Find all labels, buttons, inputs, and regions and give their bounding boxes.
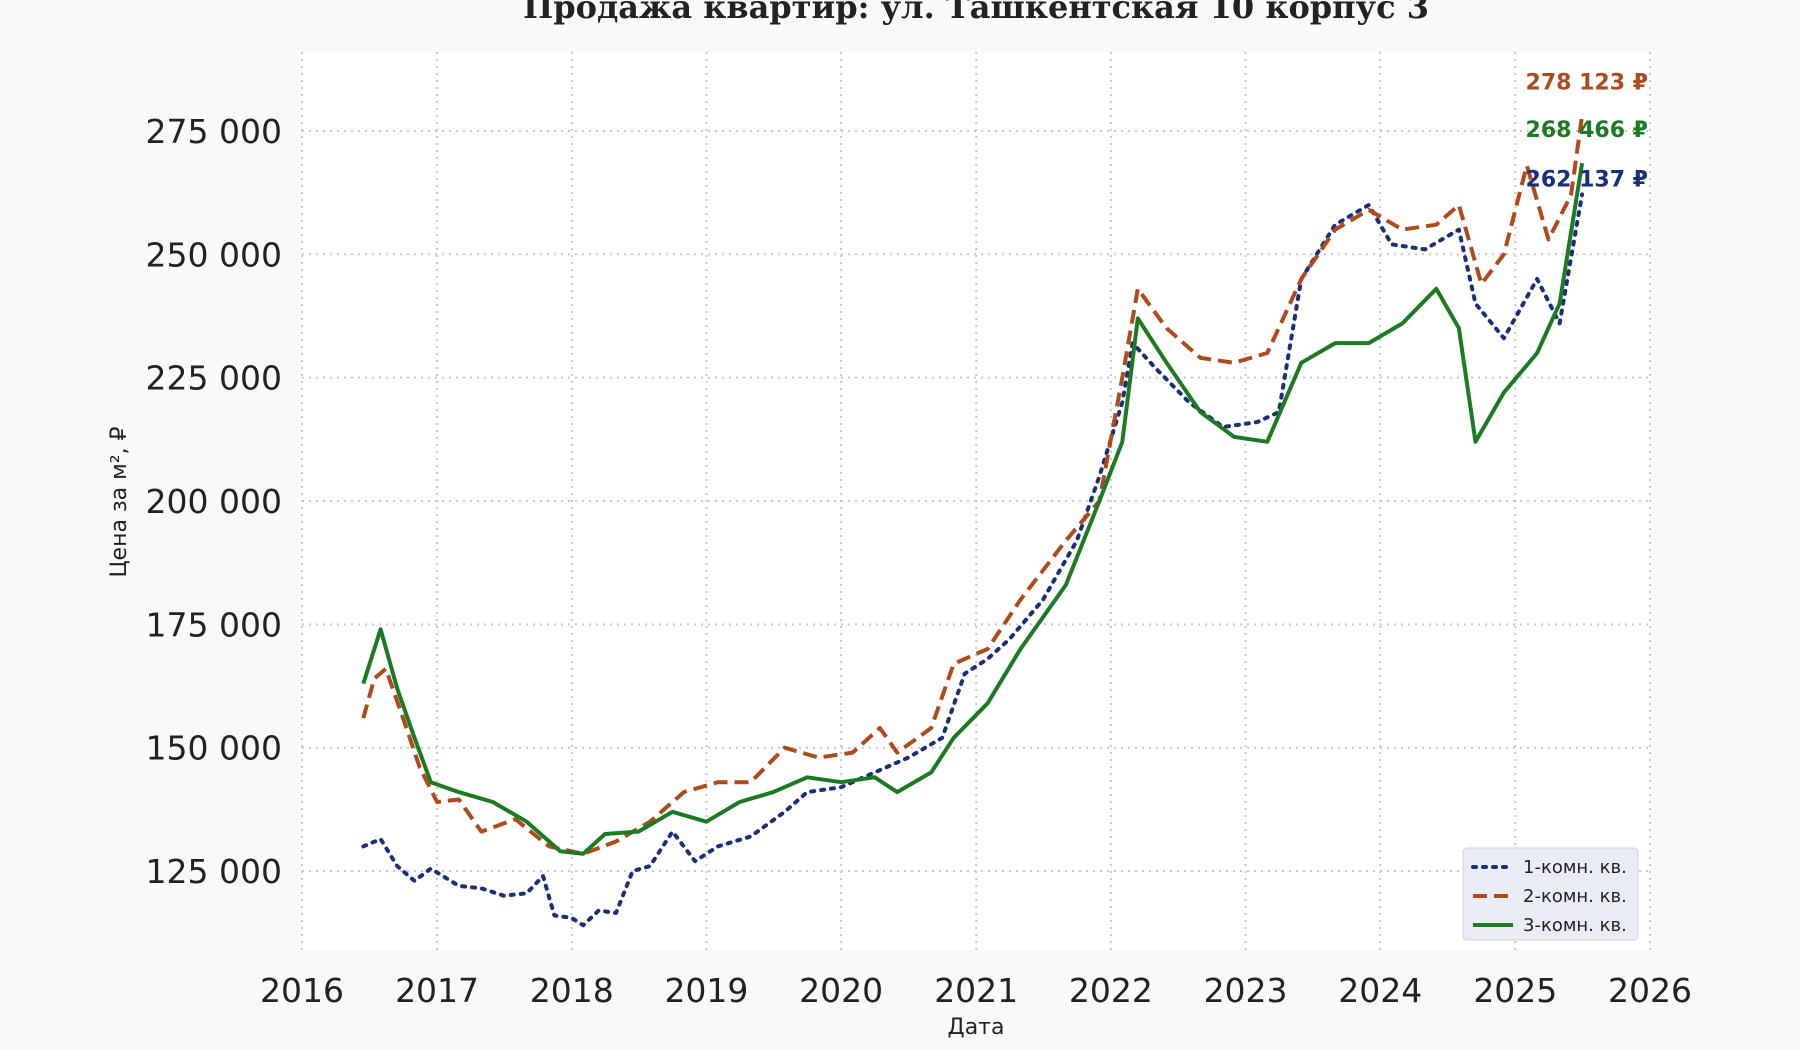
legend-box [1462, 847, 1639, 941]
x-tick-label: 2022 [1069, 971, 1153, 1010]
x-tick-label: 2024 [1338, 971, 1422, 1010]
y-tick-label: 275 000 [146, 112, 282, 151]
series-end-label-3: 268 466 ₽ [1526, 118, 1648, 143]
y-axis-label: Цена за м², ₽ [107, 426, 132, 577]
y-tick-label: 125 000 [146, 852, 282, 891]
series-end-label-2: 278 123 ₽ [1526, 71, 1648, 96]
series-end-label-1: 262 137 ₽ [1526, 167, 1648, 192]
legend-label-3: 3-комн. кв. [1523, 915, 1627, 936]
y-tick-label: 150 000 [146, 729, 282, 768]
series-line-3 [361, 162, 1585, 856]
x-tick-labels: 2016 2017 2018 2019 2020 2021 2022 2023 2024 2025… [260, 971, 1692, 1010]
x-tick-label: 2018 [530, 971, 614, 1010]
x-axis-label: Дата [948, 1015, 1005, 1040]
legend-label-1: 1-комн. кв. [1523, 857, 1627, 878]
x-tick-label: 2017 [395, 971, 479, 1010]
x-tick-label: 2021 [934, 971, 1018, 1010]
legend-label-2: 2-комн. кв. [1523, 886, 1627, 907]
x-tick-label: 2023 [1204, 971, 1288, 1010]
y-tick-label: 175 000 [146, 605, 282, 644]
y-tick-label: 250 000 [146, 235, 282, 274]
chart-title: Продажа квартир: ул. Ташкентская 10 корп… [523, 0, 1429, 26]
legend: 1-комн. кв. 2-комн. кв. 3-комн. кв. [1462, 847, 1639, 941]
x-tick-label: 2026 [1608, 971, 1692, 1010]
end-labels: 262 137 ₽ 278 123 ₽ 268 466 ₽ [1526, 71, 1648, 193]
series-layer [361, 115, 1585, 928]
x-tick-label: 2025 [1473, 971, 1557, 1010]
x-tick-label: 2016 [260, 971, 344, 1010]
x-tick-label: 2020 [799, 971, 883, 1010]
series-line-1 [361, 192, 1585, 928]
y-tick-label: 225 000 [146, 359, 282, 398]
y-tick-label: 200 000 [146, 482, 282, 521]
x-tick-label: 2019 [664, 971, 748, 1010]
y-tick-labels: 125 000 150 000 175 000 200 000 225 000 250 0… [146, 112, 282, 891]
grid-lines [301, 52, 1651, 950]
